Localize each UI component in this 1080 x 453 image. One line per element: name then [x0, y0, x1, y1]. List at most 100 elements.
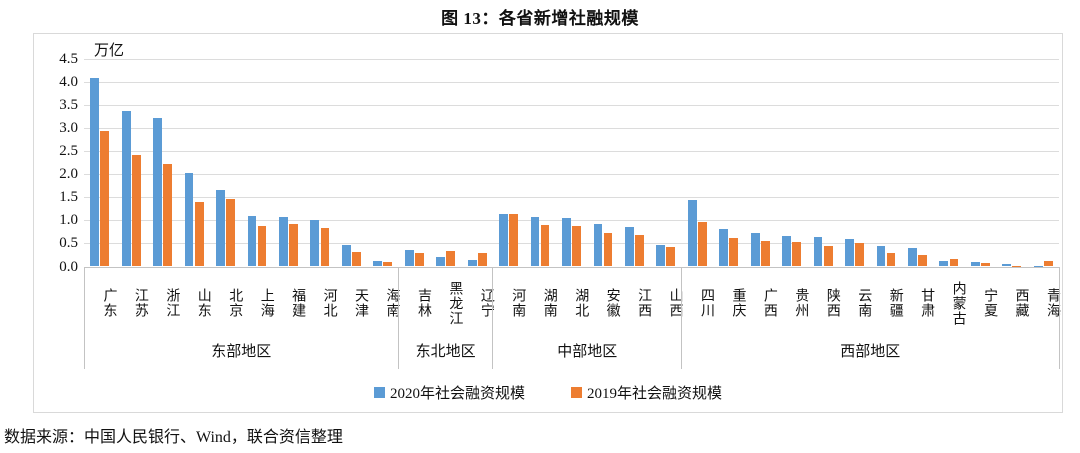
- y-tick-label: 2.5: [59, 142, 78, 159]
- category-label: 河南: [510, 288, 526, 318]
- y-tick-label: 3.5: [59, 96, 78, 113]
- bar: [750, 233, 760, 267]
- source-note: 数据来源：中国人民银行、Wind，联合资信整理: [4, 429, 343, 446]
- bar: [163, 163, 173, 267]
- bar: [320, 228, 330, 267]
- region-label: 东部地区: [211, 344, 272, 360]
- y-tick-label: 3.0: [59, 119, 78, 136]
- category-label: 四川: [699, 288, 715, 318]
- bar: [792, 242, 802, 267]
- category-label: 河北: [321, 288, 337, 318]
- y-tick-label: 4.5: [59, 50, 78, 67]
- category-divider: [398, 266, 400, 369]
- bar: [289, 224, 298, 267]
- region-label: 东北地区: [415, 344, 476, 360]
- bar: [697, 221, 707, 267]
- gridline: [84, 150, 1059, 152]
- bar: [279, 217, 288, 267]
- region-label: 西部地区: [840, 344, 901, 360]
- y-tick-label: 0.0: [59, 258, 78, 275]
- bar: [257, 225, 267, 267]
- category-label: 浙江: [164, 288, 180, 318]
- category-label: 内蒙古: [950, 280, 966, 326]
- bar: [1002, 263, 1012, 267]
- bar: [467, 260, 477, 267]
- bar: [216, 189, 225, 267]
- category-label: 湖北: [573, 288, 589, 318]
- bar: [572, 226, 581, 267]
- gridline: [84, 220, 1059, 222]
- category-label: 海南: [384, 288, 400, 318]
- category-label: 西藏: [1013, 288, 1029, 318]
- bar: [341, 244, 351, 267]
- category-label: 湖南: [541, 288, 557, 318]
- category-label: 江西: [636, 288, 652, 318]
- x-axis-line: [84, 266, 1059, 268]
- bar: [477, 253, 487, 267]
- legend-label-2019: 2019年社会融资规模: [587, 386, 723, 402]
- legend-label-2020: 2020年社会融资规模: [389, 386, 525, 402]
- bar: [404, 250, 414, 267]
- category-label: 黑龙江: [447, 280, 463, 326]
- category-divider: [1058, 266, 1060, 369]
- y-tick-label: 4.0: [59, 73, 78, 90]
- category-label: 山西: [667, 288, 683, 318]
- category-label: 广西: [761, 288, 777, 318]
- bar: [414, 252, 424, 267]
- bar: [635, 235, 644, 267]
- category-label: 吉林: [415, 288, 431, 318]
- bar: [823, 245, 833, 267]
- legend-item-2019: 2019年社会融资规模: [571, 382, 722, 403]
- bar: [562, 217, 571, 267]
- bar: [1043, 260, 1053, 267]
- category-divider: [83, 266, 85, 369]
- bar: [876, 245, 886, 267]
- bar: [656, 245, 666, 267]
- y-axis-unit-label: 万亿: [94, 43, 125, 59]
- category-label: 天津: [353, 288, 369, 318]
- gridline: [84, 197, 1059, 199]
- category-label: 重庆: [730, 288, 746, 318]
- legend: 2020年社会融资规模 2019年社会融资规模: [34, 382, 1062, 403]
- bar: [131, 154, 141, 267]
- gridline: [84, 174, 1059, 176]
- bar: [729, 238, 739, 267]
- bar: [760, 240, 770, 267]
- gridline: [84, 104, 1059, 106]
- bar: [593, 223, 603, 267]
- region-label: 中部地区: [557, 344, 618, 360]
- y-tick-label: 1.0: [59, 212, 78, 229]
- category-label: 新疆: [887, 288, 903, 318]
- bar: [981, 262, 990, 267]
- bar: [540, 225, 550, 267]
- bar: [436, 257, 446, 267]
- bar: [226, 198, 235, 267]
- gridline: [84, 58, 1059, 60]
- bar: [855, 243, 864, 267]
- bar: [624, 226, 634, 267]
- bar: [90, 78, 100, 267]
- bar: [603, 233, 613, 267]
- legend-swatch-2020-icon: [373, 387, 385, 398]
- y-tick-label: 2.0: [59, 166, 78, 183]
- gridline: [84, 127, 1059, 129]
- gridline: [84, 243, 1059, 245]
- bar: [373, 261, 383, 267]
- category-label: 江苏: [132, 288, 148, 318]
- category-label: 青海: [1044, 288, 1060, 318]
- bar: [310, 219, 320, 267]
- category-label: 上海: [258, 288, 274, 318]
- bar: [351, 251, 361, 267]
- chart-title: 图 13：各省新增社融规模: [441, 9, 639, 28]
- category-divider: [492, 266, 494, 369]
- category-label: 安徽: [604, 288, 620, 318]
- category-label: 陕西: [824, 288, 840, 318]
- bar: [100, 131, 110, 267]
- bar: [908, 248, 917, 267]
- legend-swatch-2019-icon: [571, 387, 582, 398]
- bar: [845, 238, 854, 267]
- bar: [939, 260, 949, 267]
- bar: [949, 259, 959, 267]
- legend-item-2020: 2020年社会融资规模: [373, 382, 525, 403]
